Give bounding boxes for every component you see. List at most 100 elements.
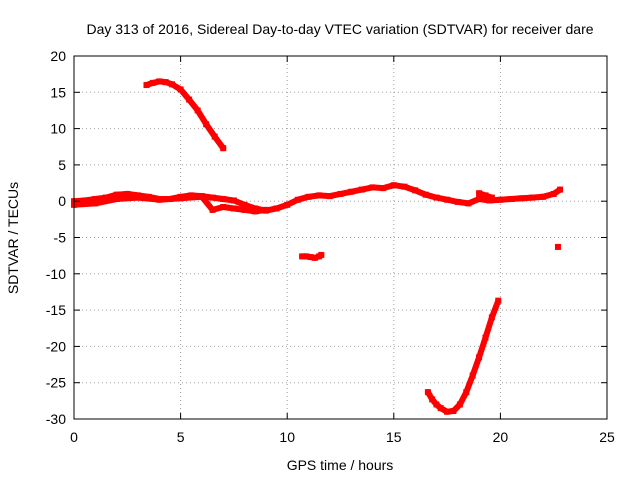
data-point	[429, 396, 436, 403]
y-tick-label: -5	[54, 230, 67, 246]
data-point	[482, 192, 489, 199]
data-point	[337, 190, 344, 197]
data-point	[203, 121, 210, 128]
chart-title: Day 313 of 2016, Sidereal Day-to-day VTE…	[86, 21, 593, 37]
data-point	[476, 196, 483, 203]
data-point	[294, 196, 301, 203]
data-point	[454, 198, 461, 205]
data-point	[81, 197, 88, 204]
data-point	[134, 194, 141, 201]
y-tick-label: 0	[58, 193, 66, 209]
y-tick-label: -30	[46, 411, 66, 427]
y-tick-label: -10	[46, 266, 66, 282]
axes: 0 5 10 15 20 25 -30 -25 -20 -15 -10 -5 0 5 10 15 20	[46, 48, 615, 445]
data-point	[92, 196, 99, 203]
data-point	[488, 314, 495, 321]
plot-frame	[73, 55, 608, 420]
x-axis-label: GPS time / hours	[287, 457, 394, 473]
y-tick-label: 20	[50, 48, 66, 64]
data-point	[102, 194, 109, 201]
data-point	[508, 196, 515, 203]
data-point	[348, 188, 355, 195]
data-point	[380, 185, 387, 192]
data-point	[241, 206, 248, 213]
data-point	[209, 194, 216, 201]
data-point	[241, 201, 248, 208]
data-point	[113, 196, 120, 203]
data-point	[92, 200, 99, 207]
x-tick-label: 15	[386, 429, 402, 445]
data-point	[220, 204, 227, 211]
data-point	[550, 190, 557, 197]
data-point	[465, 200, 472, 207]
data-point	[305, 193, 312, 200]
data-point	[444, 408, 451, 415]
data-point	[149, 79, 156, 86]
x-tick-label: 10	[279, 429, 295, 445]
data-point	[220, 145, 227, 152]
data-point	[143, 82, 150, 89]
data-point	[369, 184, 376, 191]
y-tick-label: 10	[50, 121, 66, 137]
x-tick-label: 20	[493, 429, 509, 445]
data-point	[177, 195, 184, 202]
data-point	[299, 253, 306, 260]
data-point	[186, 96, 193, 103]
data-point	[318, 251, 325, 258]
series-lower-sub-band	[71, 193, 269, 215]
series-isolated-point	[554, 243, 561, 250]
data-point	[326, 193, 333, 200]
data-point	[162, 79, 169, 86]
data-point	[311, 254, 318, 261]
data-point	[177, 86, 184, 93]
data-point	[303, 253, 310, 260]
x-tick-label: 5	[177, 429, 185, 445]
data-point	[444, 196, 451, 203]
data-point	[194, 107, 201, 114]
series-positive-arc	[143, 78, 227, 152]
data-point	[482, 334, 489, 341]
data-point	[169, 81, 176, 88]
data-point	[230, 205, 237, 212]
grid	[74, 56, 607, 419]
data-point	[358, 186, 365, 193]
x-tick-label: 25	[599, 429, 615, 445]
data-point	[497, 196, 504, 203]
data-point	[495, 297, 502, 304]
data-point	[469, 372, 476, 379]
data-point	[529, 194, 536, 201]
series-line	[424, 297, 502, 415]
data-point	[124, 190, 131, 197]
data-point	[463, 389, 470, 396]
data-point	[198, 193, 205, 200]
data-point	[557, 186, 564, 193]
series-negative-arc	[424, 297, 502, 415]
data-point	[422, 191, 429, 198]
data-point	[390, 182, 397, 189]
data-point	[401, 183, 408, 190]
data-point	[220, 196, 227, 203]
data-point	[433, 401, 440, 408]
data-point	[488, 194, 495, 201]
data-point	[209, 206, 216, 213]
data-point	[540, 193, 547, 200]
y-tick-label: -15	[46, 302, 66, 318]
data-point	[450, 408, 457, 415]
data-point	[273, 205, 280, 212]
data-point	[113, 191, 120, 198]
data-point	[433, 194, 440, 201]
data-point	[252, 208, 259, 215]
y-tick-label: -20	[46, 338, 66, 354]
data-point	[476, 354, 483, 361]
data-point	[156, 196, 163, 203]
data-point	[284, 201, 291, 208]
x-tick-label: 0	[70, 429, 78, 445]
data-point	[518, 195, 525, 202]
data-point	[554, 243, 561, 250]
data-point	[230, 197, 237, 204]
y-tick-label: 15	[50, 84, 66, 100]
data-point	[316, 192, 323, 199]
series-short-segment	[299, 251, 325, 261]
data-point	[156, 78, 163, 85]
